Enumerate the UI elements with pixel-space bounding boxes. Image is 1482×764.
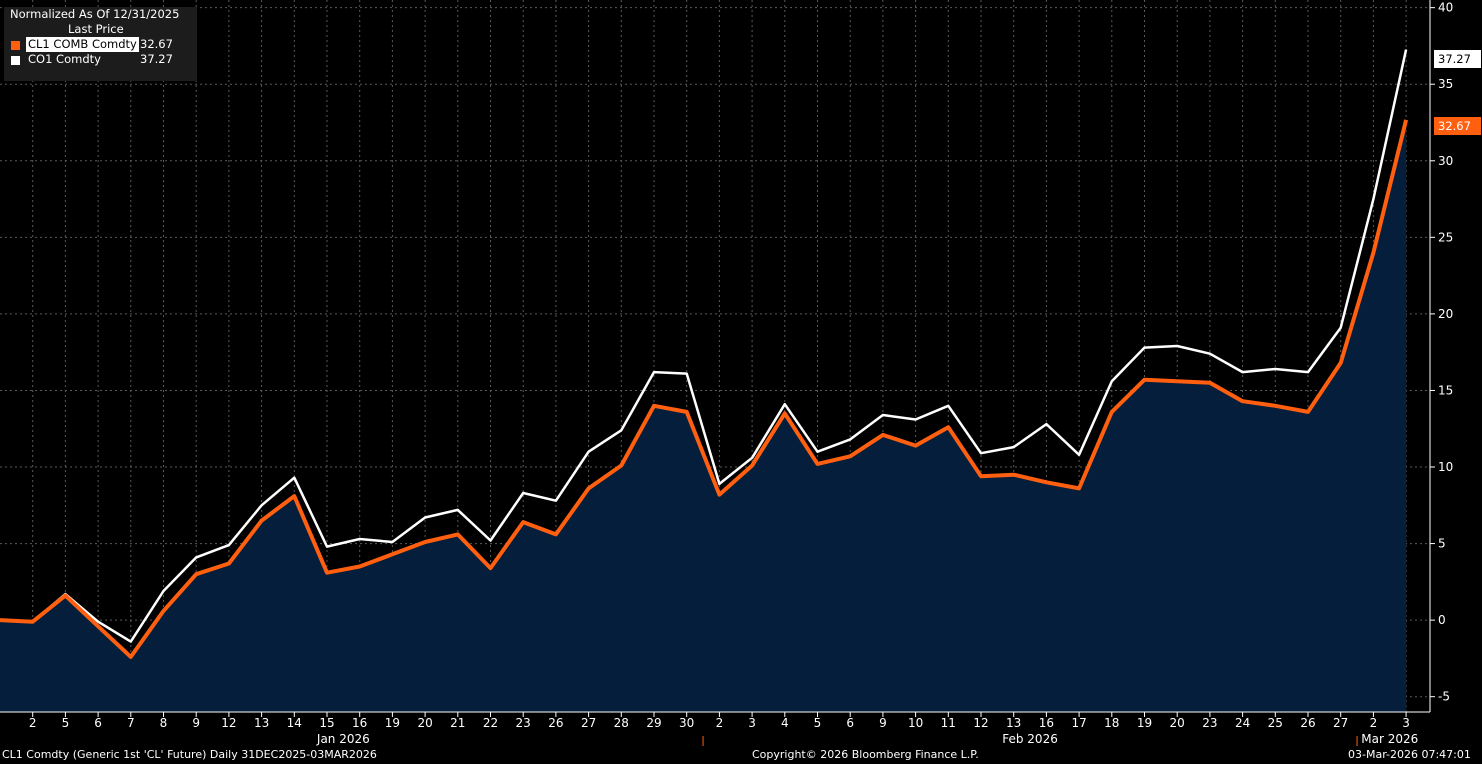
legend-title: Normalized As Of 12/31/2025 — [10, 7, 180, 21]
x-tick-label: 11 — [941, 716, 956, 730]
legend-series-name: CO1 Comdty — [28, 52, 101, 66]
x-tick-label: 29 — [646, 716, 661, 730]
last-value-badge-cl1: 32.67 — [1434, 117, 1481, 135]
x-tick-label: 3 — [1402, 716, 1410, 730]
legend-entry-co1[interactable]: CO1 Comdty 37.27 — [4, 52, 197, 67]
x-tick-label: 6 — [94, 716, 102, 730]
x-tick-label: 6 — [846, 716, 854, 730]
x-tick-label: 23 — [1202, 716, 1217, 730]
month-label: Jan 2026 — [316, 732, 370, 746]
x-tick-label: 20 — [417, 716, 432, 730]
legend-box: Normalized As Of 12/31/2025 Last Price C… — [4, 7, 197, 81]
x-tick-label: 13 — [254, 716, 269, 730]
x-tick-label: 5 — [814, 716, 822, 730]
x-tick-label: 2 — [716, 716, 724, 730]
x-tick-label: 3 — [748, 716, 756, 730]
y-tick-label: 0 — [1438, 613, 1446, 627]
x-tick-label: 21 — [450, 716, 465, 730]
y-tick-label: 25 — [1438, 230, 1453, 244]
x-tick-label: 16 — [1039, 716, 1054, 730]
series-line-co1 — [0, 49, 1408, 643]
series-lines-layer — [0, 49, 1409, 659]
x-tick-label: 4 — [781, 716, 789, 730]
x-tick-label: 28 — [614, 716, 629, 730]
series-line-cl1 — [0, 119, 1409, 659]
x-tick-label: 8 — [160, 716, 168, 730]
x-tick-label: 16 — [352, 716, 367, 730]
grid-lines — [0, 0, 1430, 712]
x-tick-label: 30 — [679, 716, 694, 730]
y-tick-label: 10 — [1438, 460, 1453, 474]
y-tick-label: 20 — [1438, 307, 1453, 321]
y-tick-label: 15 — [1438, 383, 1453, 397]
legend-series-value: 37.27 — [140, 52, 173, 66]
x-tick-label: 7 — [127, 716, 135, 730]
x-tick-label: 17 — [1071, 716, 1086, 730]
x-tick-label: 20 — [1170, 716, 1185, 730]
legend-series-name: CL1 COMB Comdty — [26, 37, 139, 52]
x-tick-label: 18 — [1104, 716, 1119, 730]
x-tick-label: 19 — [385, 716, 400, 730]
x-tick-label: 19 — [1137, 716, 1152, 730]
y-tick-label: 5 — [1438, 537, 1446, 551]
series-area-cl1 — [0, 119, 1407, 712]
month-label: Mar 2026 — [1361, 732, 1418, 746]
footer-timestamp: 03-Mar-2026 07:47:01 — [1348, 748, 1471, 761]
x-tick-label: 2 — [1370, 716, 1378, 730]
x-tick-label: 27 — [581, 716, 596, 730]
x-tick-label: 10 — [908, 716, 923, 730]
x-tick-label: 24 — [1235, 716, 1250, 730]
x-tick-label: 26 — [1300, 716, 1315, 730]
legend-subtitle: Last Price — [68, 22, 124, 36]
x-tick-label: 27 — [1333, 716, 1348, 730]
x-tick-label: 26 — [548, 716, 563, 730]
legend-swatch-co1 — [11, 56, 20, 65]
x-tick-label: 22 — [483, 716, 498, 730]
x-tick-label: 12 — [973, 716, 988, 730]
x-tick-label: 14 — [287, 716, 302, 730]
legend-series-value: 32.67 — [140, 37, 173, 51]
x-tick-label: 25 — [1268, 716, 1283, 730]
area-fill-layer — [0, 119, 1407, 712]
x-tick-label: 2 — [29, 716, 37, 730]
y-tick-label: 30 — [1438, 154, 1453, 168]
last-value-badge-co1: 37.27 — [1434, 50, 1481, 68]
x-tick-label: 13 — [1006, 716, 1021, 730]
x-tick-label: 5 — [62, 716, 70, 730]
legend-swatch-cl1 — [11, 41, 20, 50]
x-tick-label: 23 — [516, 716, 531, 730]
x-tick-label: 9 — [879, 716, 887, 730]
x-tick-label: 15 — [319, 716, 334, 730]
footer-copyright: Copyright© 2026 Bloomberg Finance L.P. — [752, 748, 979, 761]
y-tick-label: 35 — [1438, 77, 1453, 91]
x-tick-label: 12 — [221, 716, 236, 730]
footer-description: CL1 Comdty (Generic 1st 'CL' Future) Dai… — [2, 748, 377, 761]
x-tick-label: 9 — [192, 716, 200, 730]
y-tick-label: 40 — [1438, 1, 1453, 15]
y-tick-label: -5 — [1438, 690, 1450, 704]
month-label: Feb 2026 — [1002, 732, 1058, 746]
legend-entry-cl1[interactable]: CL1 COMB Comdty 32.67 — [4, 37, 197, 52]
